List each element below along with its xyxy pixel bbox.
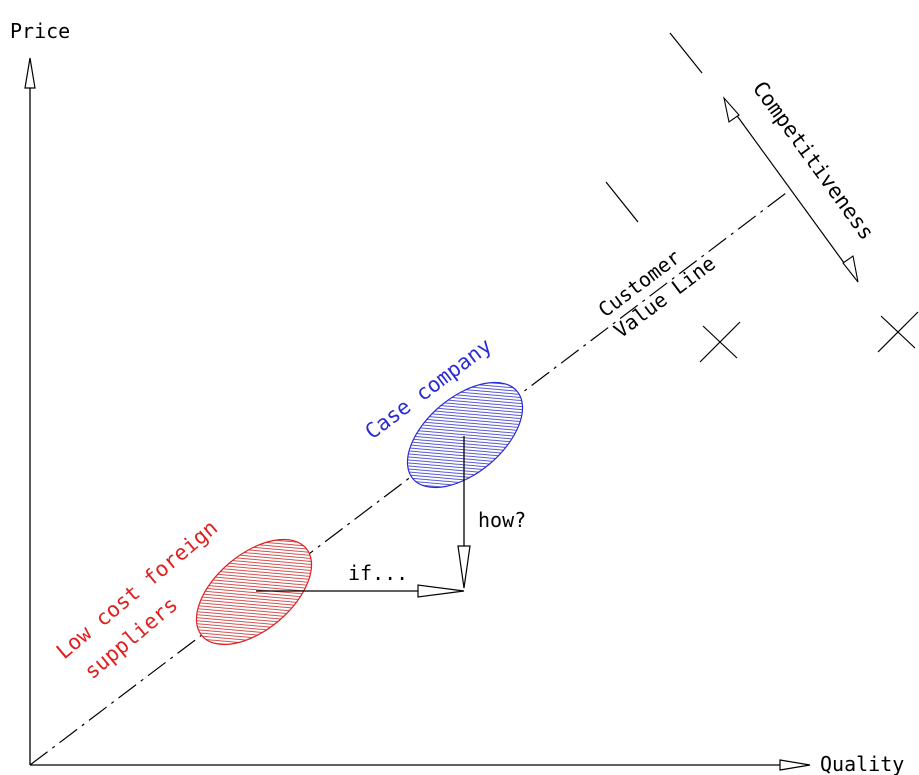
x-axis-label: Quality <box>820 752 904 775</box>
tick-mark <box>669 32 703 74</box>
case-company: Case company <box>361 334 524 489</box>
arrowhead-up-icon <box>723 96 740 123</box>
parallel-tick-marks <box>605 32 703 223</box>
y-axis-arrowhead-icon <box>24 57 36 89</box>
low-cost-suppliers-ellipse <box>195 538 313 646</box>
cross-markers <box>699 311 919 363</box>
x-axis: Quality <box>30 752 904 775</box>
x-axis-arrowhead-icon <box>779 759 811 771</box>
arrowhead-down-icon <box>842 255 859 283</box>
how-arrow: how? <box>457 436 526 589</box>
competitiveness-label: Competitiveness <box>748 77 879 245</box>
case-company-ellipse <box>406 381 524 489</box>
if-arrow: if... <box>256 561 465 598</box>
if-arrowhead-icon <box>417 584 465 598</box>
competitiveness-arrow: Competitiveness <box>723 77 879 283</box>
cross-marker-icon <box>699 321 741 363</box>
customer-value-line: Customer Value Line <box>29 189 791 766</box>
how-label: how? <box>478 508 526 532</box>
y-axis-label: Price <box>10 19 70 43</box>
low-cost-suppliers: Low cost foreign suppliers <box>52 515 313 684</box>
cross-marker-icon <box>877 311 919 353</box>
if-label: if... <box>348 561 408 585</box>
y-axis: Price <box>10 19 70 765</box>
tick-mark <box>605 181 639 223</box>
how-arrowhead-icon <box>457 545 471 589</box>
